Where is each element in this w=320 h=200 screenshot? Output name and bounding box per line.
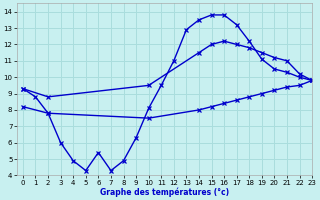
X-axis label: Graphe des températures (°c): Graphe des températures (°c) bbox=[100, 187, 229, 197]
